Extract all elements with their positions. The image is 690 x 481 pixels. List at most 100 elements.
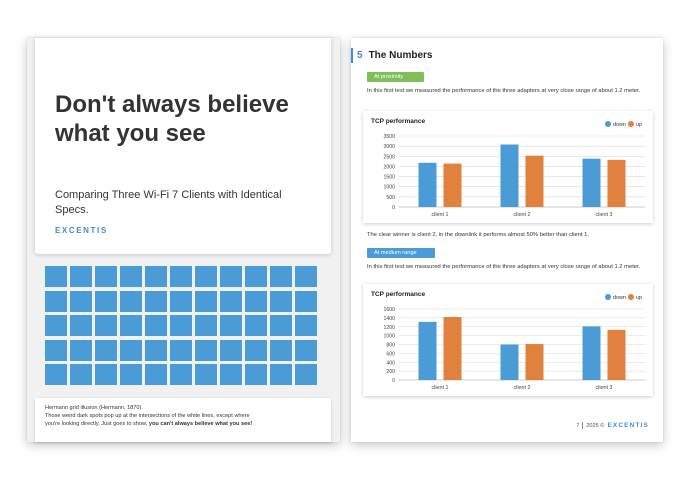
y-tick-label: 3500 [383,134,395,140]
section-marker [351,48,353,63]
grid-square [245,364,267,385]
footer-divider [582,422,584,429]
y-tick-label: 1000 [383,334,395,340]
paragraph-medium-range: In this first test we measured the perfo… [367,264,641,270]
grid-square [45,364,67,385]
chart-title: TCP performance [371,118,425,125]
x-tick-label: client 1 [431,212,448,218]
grid-square [270,266,292,287]
grid-square [220,315,242,336]
page-number: 7 [576,422,580,429]
legend-label-down: down [613,122,626,128]
bar-up-client-2 [525,155,544,207]
grid-square [145,364,167,385]
grid-square [95,290,117,312]
bar-down-client-3 [582,158,601,207]
grid-square [220,266,242,287]
cover-page: Don't always believe what you see Compar… [27,38,340,442]
footer-year: 2025 © [586,422,605,429]
hero-card: Don't always believe what you see Compar… [35,38,331,254]
grid-square [270,315,292,336]
grid-square [195,315,217,336]
grid-square [120,339,142,361]
legend-label-down: down [613,295,626,301]
grid-square [195,266,217,287]
numbers-page: 5 The Numbers At proximity In this first … [351,38,663,442]
grid-square [170,339,192,361]
grid-square [70,315,92,336]
section-heading: 5 The Numbers [357,50,432,61]
bar-up-client-1 [443,163,462,207]
caption-emphasis: you can't always believe what you see! [148,421,253,428]
bar-down-client-2 [500,344,519,380]
chart-card-proximity: TCP performance down up 0 500 1000 1500 2000 250… [363,111,653,223]
bar-up-client-3 [607,159,626,207]
grid-square [195,364,217,385]
paragraph-winner: The clear winner is client 2, in the dow… [367,232,589,238]
chart-title: TCP performance [371,291,425,298]
bar-down-client-3 [582,326,601,380]
x-tick-label: client 2 [513,385,530,391]
bar-up-client-1 [443,316,462,380]
y-tick-label: 200 [386,369,395,375]
grid-square [70,266,92,287]
grid-square [45,315,67,336]
grid-square [245,290,267,312]
grid-square [245,315,267,336]
grid-square [70,290,92,312]
grid-square [95,266,117,287]
y-tick-label: 3000 [383,144,395,150]
tag-proximity: At proximity [367,72,424,82]
page-subtitle: Comparing Three Wi-Fi 7 Clients with Ide… [55,189,282,216]
grid-square [270,339,292,361]
grid-square [195,290,217,312]
grid-square [270,364,292,385]
grid-square [70,339,92,361]
grid-square [295,364,317,385]
grid-square [220,290,242,312]
grid-square [95,364,117,385]
grid-square [295,266,317,287]
grid-square [170,266,192,287]
caption-line-2: Those weird dark spots pop up at the int… [45,413,250,420]
page-footer: 7 2025 © EXCENTIS [576,422,649,429]
grid-square [145,266,167,287]
y-tick-label: 2500 [383,154,395,160]
bar-up-client-3 [607,329,626,380]
legend-swatch-down [605,294,611,300]
grid-square [295,290,317,312]
bar-down-client-2 [500,144,519,207]
y-tick-label: 0 [392,205,395,211]
grid-square [295,315,317,336]
grid-square [145,339,167,361]
y-tick-label: 600 [386,351,395,357]
grid-square [120,364,142,385]
x-tick-label: client 3 [595,212,612,218]
y-tick-label: 400 [386,360,395,366]
page-title: Don't always believe what you see [55,91,289,147]
caption-line-3: you're looking directly. Just goes to sh… [45,420,321,428]
bar-down-client-1 [418,162,437,207]
legend-swatch-down [605,121,611,127]
legend-swatch-up [628,121,634,127]
y-tick-label: 0 [392,378,395,384]
grid-square [45,339,67,361]
paragraph-proximity: In this first test we measured the perfo… [367,88,641,94]
x-tick-label: client 2 [513,212,530,218]
grid-square [170,364,192,385]
tag-medium-range: At medium range [367,248,435,258]
chart-card-medium-range: TCP performance down up 0 200 400 600 800 1000 12… [363,284,653,396]
grid-square [220,339,242,361]
legend-label-up: up [636,295,642,301]
excentis-logo: EXCENTIS [55,226,108,235]
grid-square [170,290,192,312]
grid-square [220,364,242,385]
legend-swatch-up [628,294,634,300]
y-tick-label: 2000 [383,164,395,170]
grid-square [195,339,217,361]
y-tick-label: 1500 [383,175,395,181]
grid-square [120,290,142,312]
grid-square [45,266,67,287]
bar-down-client-1 [418,321,437,380]
footer-logo: EXCENTIS [607,422,649,429]
